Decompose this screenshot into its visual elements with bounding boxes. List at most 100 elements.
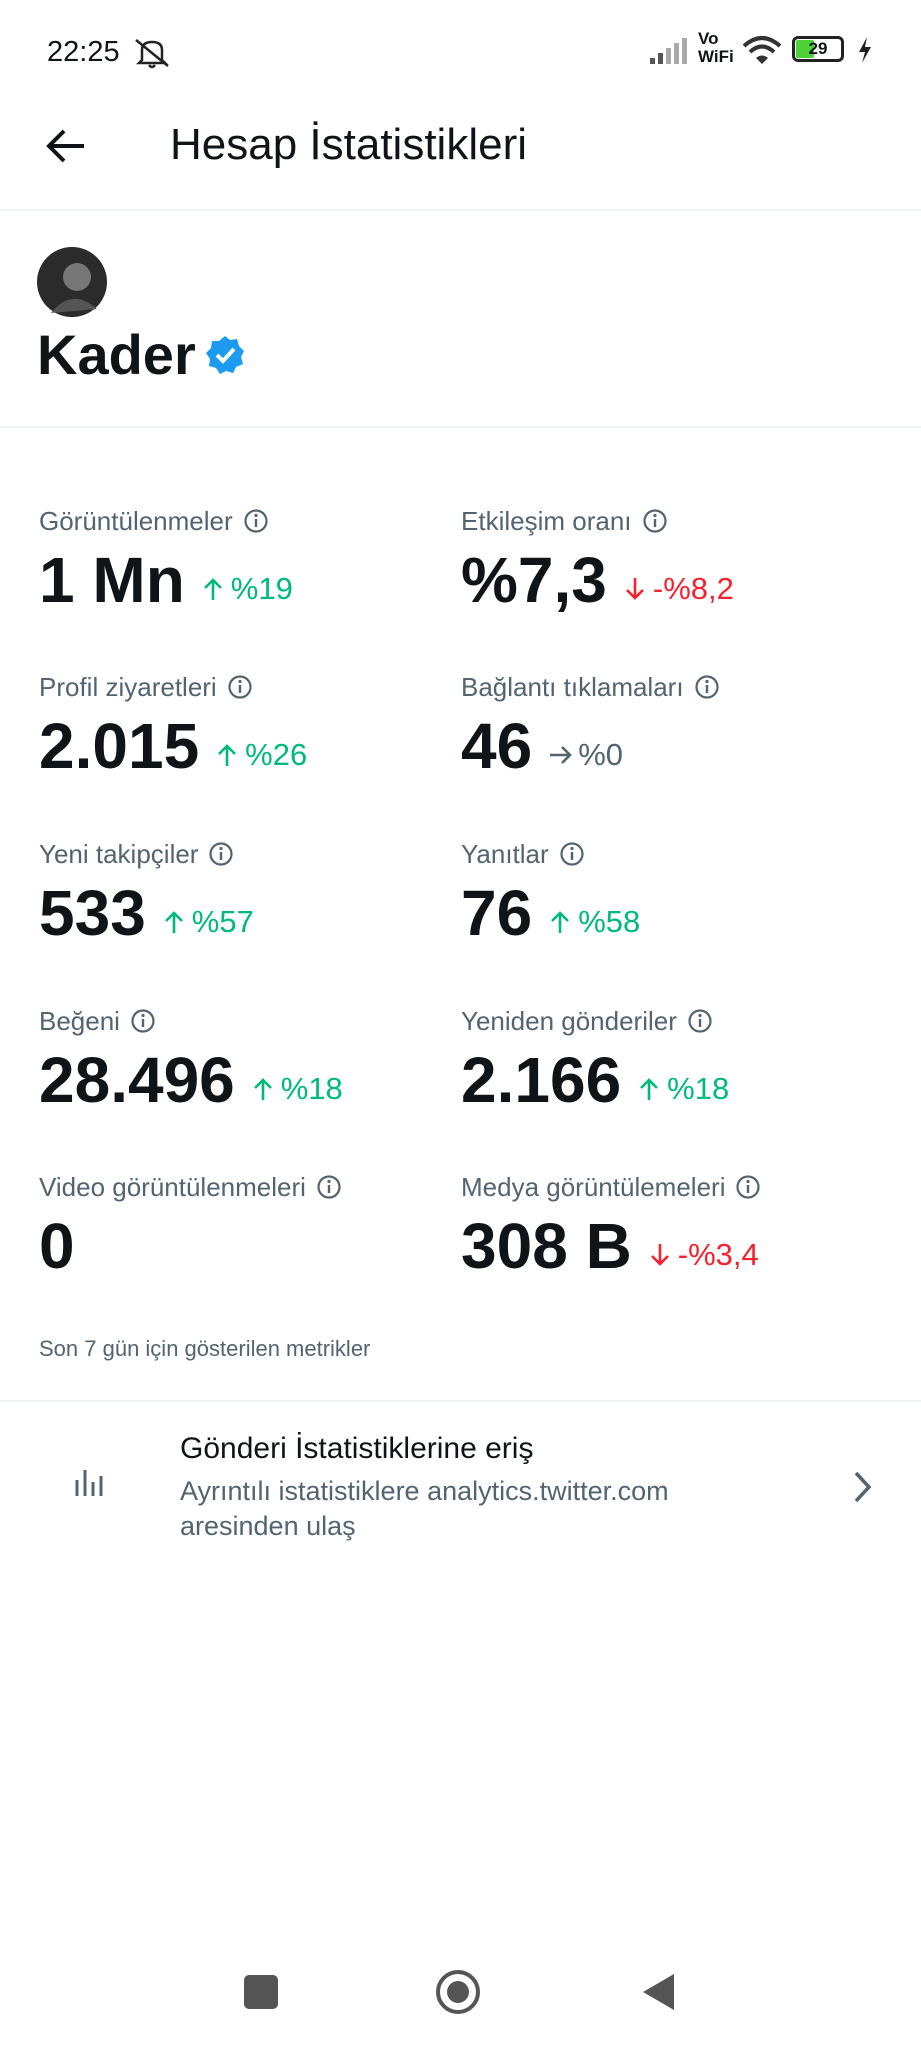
trend-arrow-path (164, 911, 183, 933)
trend-arrow (625, 578, 644, 600)
info-icon[interactable] (130, 1008, 156, 1034)
post-analytics-link[interactable]: Gönderi İstatistiklerine eriş Ayrıntılı … (0, 1402, 921, 1552)
metric-value-row: 2.166 %18 (461, 1044, 881, 1116)
battery: 29 (792, 36, 844, 62)
info-icon[interactable] (642, 508, 668, 534)
info-dot (141, 1013, 145, 1018)
metric-label: Görüntülenmeler (39, 505, 233, 536)
info-circle (228, 675, 252, 699)
info-dot (238, 679, 242, 684)
wifi-icon (742, 36, 782, 64)
metric-value: 2.015 (39, 710, 200, 782)
metric-label-row: Görüntülenmeler (39, 504, 459, 538)
trend-arrow-path (550, 746, 573, 764)
metric-label-row: Etkileşim oranı (461, 504, 881, 538)
info-icon[interactable] (227, 674, 253, 700)
charging-icon (859, 37, 871, 63)
divider (0, 426, 921, 428)
info-icon[interactable] (208, 841, 234, 867)
info-circle (642, 509, 667, 533)
trend-arrow (218, 744, 237, 766)
metric-value: 2.166 (461, 1044, 622, 1116)
metric: Profil ziyaretleri 2.015 %26 (39, 670, 459, 783)
footnote: Son 7 gün için gösterilen metrikler (39, 1336, 371, 1361)
metric-change: %0 (548, 737, 623, 773)
profile-name: Kader (37, 323, 196, 386)
signal-icon (650, 38, 687, 64)
info-dot (327, 1179, 331, 1184)
metric-change: %19 (201, 571, 293, 607)
info-circle (688, 1009, 712, 1033)
trend-arrow-path (640, 1078, 659, 1100)
info-dot (746, 1179, 751, 1184)
info-dot (254, 513, 258, 518)
info-circle (209, 842, 234, 866)
info-dot (698, 1013, 702, 1018)
metric-change-text: %19 (230, 571, 293, 606)
metric-change: %18 (251, 1071, 343, 1107)
info-dot (570, 846, 574, 851)
nav-back[interactable] (640, 1972, 676, 2012)
metric-label: Yeni takipçiler (39, 838, 199, 869)
metric-value: 1 Mn (39, 544, 185, 616)
info-icon[interactable] (243, 508, 269, 534)
metric-change-text: -%3,4 (677, 1237, 759, 1272)
vowifi-label: Vo WiFi (698, 29, 734, 66)
metric-label: Video görüntülenmeleri (39, 1171, 306, 1202)
metric-change: -%8,2 (623, 571, 734, 607)
metric-label-row: Bağlantı tıklamaları (461, 670, 881, 704)
info-circle (736, 1175, 761, 1199)
info-icon[interactable] (687, 1008, 713, 1034)
back-button[interactable] (44, 126, 88, 166)
divider (0, 1400, 921, 1402)
trend-arrow (203, 578, 222, 600)
info-dot (704, 679, 709, 684)
battery-level: 29 (808, 39, 828, 58)
trend-arrow-path (203, 578, 222, 600)
info-icon[interactable] (735, 1174, 761, 1200)
trend-arrow (650, 1244, 669, 1266)
metric-label: Yanıtlar (461, 838, 549, 869)
info-icon[interactable] (694, 674, 720, 700)
divider (0, 209, 921, 211)
metric-change-text: -%8,2 (652, 571, 734, 606)
metric-change-text: %18 (667, 1071, 730, 1106)
metric-value: 308 B (461, 1210, 632, 1282)
metric-change-text: %26 (245, 737, 308, 772)
nav-home[interactable] (435, 1969, 481, 2015)
metric-value: 46 (461, 710, 533, 782)
metric-label-row: Yanıtlar (461, 837, 881, 871)
metric-label-row: Beğeni (39, 1004, 459, 1038)
trend-arrow-path (218, 744, 237, 766)
metric-label: Beğeni (39, 1005, 120, 1036)
trend-arrow (551, 911, 570, 933)
metric-value-row: 28.496 %18 (39, 1044, 459, 1116)
link-subtitle: Ayrıntılı istatistiklere analytics.twitt… (180, 1474, 669, 1544)
chevron (854, 1471, 872, 1503)
metric-label: Medya görüntülemeleri (461, 1171, 726, 1202)
header-title: Hesap İstatistikleri (170, 120, 528, 169)
info-circle (317, 1175, 341, 1199)
metric-label: Profil ziyaretleri (39, 671, 217, 702)
metric-value: %7,3 (461, 544, 607, 616)
link-title: Gönderi İstatistiklerine eriş (180, 1432, 534, 1465)
info-circle (560, 842, 584, 866)
metric-change: %26 (215, 737, 307, 773)
status-time: 22:25 (47, 36, 120, 68)
metric-label: Yeniden gönderiler (461, 1005, 677, 1036)
metric-value-row: 308 B -%3,4 (461, 1210, 881, 1282)
nav-recents[interactable] (244, 1975, 278, 2009)
metric-change: %57 (162, 904, 254, 940)
avatar[interactable] (37, 247, 107, 317)
metric-value-row: 1 Mn %19 (39, 544, 459, 616)
metric: Yanıtlar 76 %58 (461, 837, 881, 950)
metric: Medya görüntülemeleri 308 B -%3,4 (461, 1170, 881, 1282)
metric-value-row: 0 (39, 1210, 459, 1282)
info-icon[interactable] (316, 1174, 342, 1200)
trend-arrow (550, 746, 573, 764)
metric-change-text: %58 (578, 904, 641, 939)
metric-value-row: 533 %57 (39, 877, 459, 949)
metric-change-text: %18 (280, 1071, 343, 1106)
info-icon[interactable] (559, 841, 585, 867)
